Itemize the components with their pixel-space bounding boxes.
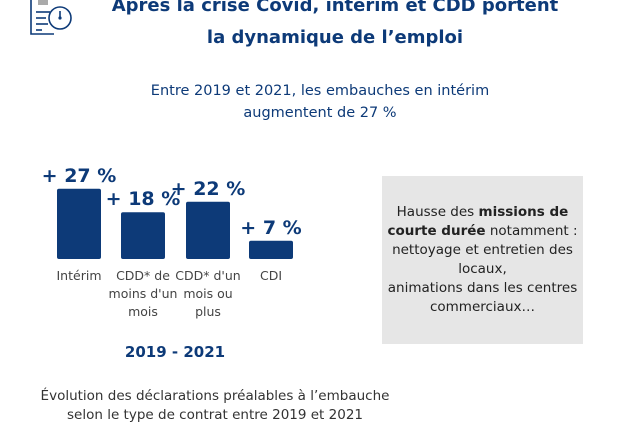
bar [249,240,293,259]
box-bold-text: missions de courte durée [387,204,569,239]
x-axis-label: 2019 - 2021 [124,343,226,361]
data-label: + 18 % [106,188,181,210]
data-label: + 22 % [171,178,246,200]
caption-line: Évolution des déclarations préalables à … [40,388,390,404]
subtitle: Entre 2019 et 2021, les embauches en int… [120,80,520,124]
data-label: + 7 % [240,217,301,239]
category-label: CDD* d'un [175,268,240,283]
category-label: plus [195,304,221,319]
box-text: animations dans les centres commerciaux… [387,280,578,315]
caption-line: selon le type de contrat entre 2019 et 2… [67,407,363,423]
subtitle-line: Entre 2019 et 2021, les embauches en int… [150,83,490,99]
bar [57,188,101,259]
caption: Évolution des déclarations préalables à … [20,387,410,425]
box-text: Hausse des [396,204,479,220]
info-box: Hausse des missions de courte durée nota… [382,176,583,344]
category-label: CDI [260,268,282,283]
document-clock-icon [28,0,74,44]
subtitle-line: augmentent de 27 % [243,105,397,121]
bar-chart: + 27 % Intérim + 18 % CDD* de moins d'un mois… [42,165,302,319]
page-title: Après la crise Covid, intérim et CDD por… [111,0,559,48]
category-label: CDD* de [116,268,170,283]
category-label: moins d'un [109,286,178,301]
bar [186,201,230,259]
box-text: notamment : nettoyage et entretien des l… [392,223,578,277]
category-label: mois ou [183,286,232,301]
bar [121,212,165,259]
category-label: mois [128,304,158,319]
data-label: + 27 % [42,165,117,187]
category-label: Intérim [57,268,102,283]
